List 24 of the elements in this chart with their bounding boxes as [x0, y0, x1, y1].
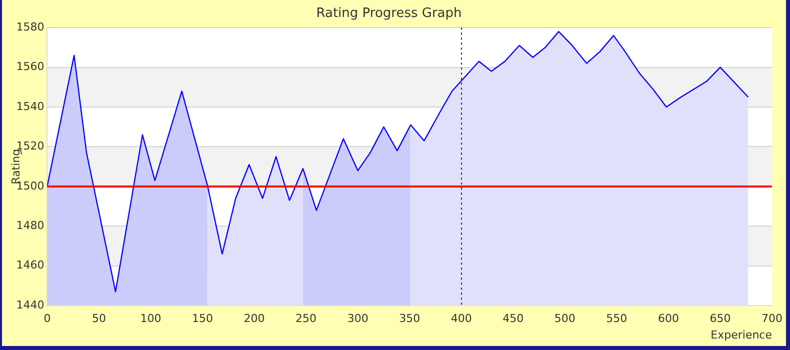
y-tick-label: 1440	[16, 298, 44, 312]
x-tick-label: 250	[296, 312, 317, 326]
x-tick-label: 200	[244, 312, 265, 326]
x-tick-label: 350	[399, 312, 420, 326]
x-tick-label: 500	[554, 312, 576, 326]
x-tick-label: 300	[347, 312, 368, 326]
x-tick-label: 600	[658, 312, 679, 326]
y-tick-label: 1460	[16, 258, 44, 272]
y-tick-label: 1580	[16, 20, 44, 34]
chart-title: Rating Progress Graph	[316, 6, 462, 22]
x-tick-label: 650	[710, 312, 731, 326]
x-tick-label: 400	[450, 312, 472, 326]
x-tick-label: 0	[44, 312, 51, 326]
y-tick-label: 1480	[16, 219, 44, 232]
x-tick-label: 150	[192, 312, 214, 326]
x-tick-label: 700	[762, 312, 782, 326]
x-tick-label: 550	[606, 312, 628, 326]
y-tick-label: 1540	[16, 100, 44, 113]
x-tick-label: 450	[502, 312, 524, 326]
y-tick-label: 1560	[16, 60, 44, 74]
x-tick-label: 50	[92, 312, 106, 326]
y-tick-label: 1500	[16, 179, 44, 192]
x-tick-label: 100	[140, 312, 162, 326]
x-axis-title: Experience	[710, 328, 772, 342]
